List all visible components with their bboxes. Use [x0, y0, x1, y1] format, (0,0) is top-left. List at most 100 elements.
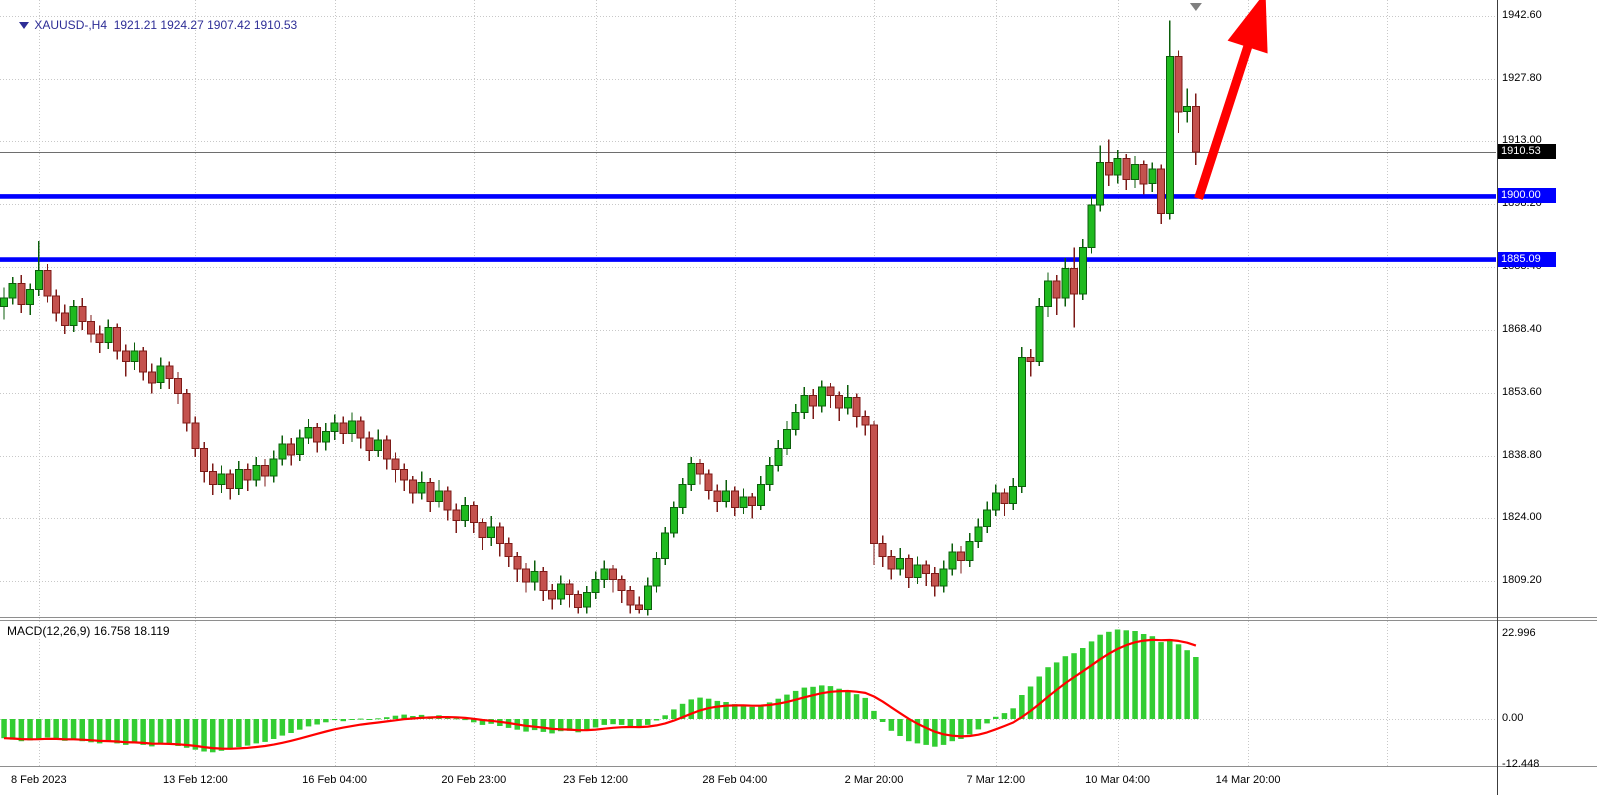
candle-body [60, 312, 69, 327]
macd-bar [897, 719, 903, 736]
macd-bar [558, 719, 564, 732]
macd-bar [1193, 657, 1199, 719]
candle-body [217, 473, 226, 485]
macd-bar [601, 719, 607, 725]
macd-bar [940, 719, 947, 745]
candle-body [17, 282, 26, 305]
macd-bar [801, 687, 808, 719]
candle-body [52, 295, 61, 314]
time-axis[interactable]: 8 Feb 2023 13 Feb 12:00 16 Feb 04:00 20 Feb… [0, 767, 1597, 795]
macd-bar [297, 719, 303, 730]
candle-body [278, 443, 287, 460]
macd-bar [1158, 642, 1164, 719]
candle-body [617, 579, 626, 591]
candle-body [1183, 106, 1192, 113]
macd-bar [879, 719, 886, 722]
candle-body [1122, 157, 1131, 181]
candle-body [1139, 164, 1148, 185]
price-axis-label: 1853.60 [1502, 385, 1542, 398]
candle-body [261, 464, 269, 477]
candle-body [513, 555, 522, 570]
candle-body [313, 426, 322, 443]
candle-body [304, 426, 313, 439]
candle-body [687, 462, 696, 485]
candle-body [1035, 306, 1044, 363]
chart-shift-marker-icon[interactable] [1189, 3, 1202, 11]
candle-body [730, 490, 739, 509]
candle-body [957, 551, 965, 562]
macd-bar [357, 718, 364, 720]
macd-bar [1080, 648, 1086, 719]
candle-body [574, 594, 583, 608]
candle-body [713, 490, 722, 502]
macd-bar [270, 719, 277, 739]
macd-bar [575, 719, 581, 733]
candle-body [443, 490, 452, 511]
trend-arrow-shaft[interactable] [1194, 39, 1254, 200]
macd-bar [584, 719, 590, 731]
candle-body [356, 420, 365, 439]
macd-bar [236, 719, 242, 748]
candle-body [852, 397, 861, 418]
macd-axis-label: 22.996 [1502, 626, 1536, 639]
macd-bar [592, 719, 599, 728]
macd-bar [105, 719, 112, 742]
candle-body [43, 270, 52, 297]
macd-bar [288, 719, 294, 733]
candle-body [878, 543, 887, 557]
macd-bar [62, 719, 68, 741]
candle-body [765, 464, 774, 485]
candle-body [374, 439, 383, 452]
candle-body [461, 505, 470, 521]
candle-body [234, 469, 243, 490]
macd-bar [366, 719, 373, 720]
candle-body [156, 365, 165, 384]
macd-bar [1167, 639, 1173, 719]
candle-body [922, 564, 931, 574]
macd-bar [349, 719, 355, 720]
candle-body [147, 371, 156, 384]
trend-arrow-head[interactable] [1227, 0, 1268, 54]
macd-bar [1123, 630, 1129, 719]
macd-bar [1036, 676, 1042, 719]
macd-bar [749, 706, 755, 719]
candle-body [1087, 204, 1096, 248]
macd-bar [175, 719, 181, 746]
macd-bar [123, 719, 129, 745]
candle-body [87, 320, 95, 335]
macd-bar [192, 719, 199, 750]
macd-bar [244, 719, 251, 746]
candle-body [1113, 157, 1122, 176]
candle-body [287, 443, 296, 456]
candle-body [1061, 267, 1070, 299]
macd-bar [662, 715, 668, 719]
macd-bar [975, 719, 982, 730]
candle-body [983, 509, 992, 528]
candle-body [652, 558, 661, 587]
macd-bar [1097, 634, 1103, 719]
price-badge: 1910.53 [1498, 143, 1556, 159]
candle-body [843, 397, 852, 409]
time-axis-label: 8 Feb 2023 [10, 774, 67, 786]
candle-body [817, 386, 826, 407]
price-axis-label: 1824.00 [1502, 511, 1542, 524]
pane-separator[interactable] [0, 617, 1597, 767]
macd-bar [775, 698, 781, 719]
macd-bar [853, 694, 860, 719]
macd-bar [671, 709, 677, 719]
candle-body [191, 422, 200, 449]
macd-bar [27, 719, 33, 741]
chart-title: XAUUSD-,H4 1921.21 1924.27 1907.42 1910.… [6, 4, 297, 46]
macd-bar [923, 719, 929, 745]
macd-bar [836, 688, 842, 719]
candle-body [669, 507, 678, 534]
macd-bar [871, 710, 877, 719]
macd-bar [9, 719, 16, 740]
macd-bar [679, 703, 686, 719]
macd-bar [688, 699, 694, 719]
gridlines [0, 0, 1496, 766]
price-axis[interactable]: 1942.601927.801913.001898.201883.401868.… [1497, 0, 1597, 811]
candle-body [382, 439, 391, 460]
macd-bar [792, 690, 799, 719]
